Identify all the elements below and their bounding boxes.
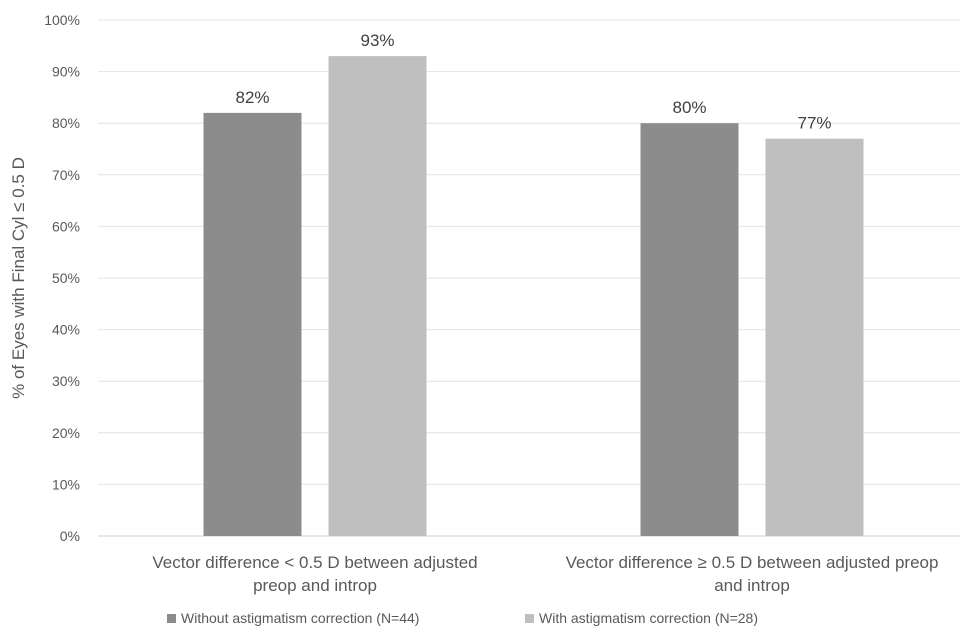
category-label-line: Vector difference < 0.5 D between adjust… [152,553,477,572]
category-label-2: Vector difference ≥ 0.5 D between adjust… [566,553,939,595]
legend-label-1: Without astigmatism correction (N=44) [181,610,419,626]
bar-series1-category2 [640,123,739,536]
bar-series2-category1 [328,56,427,537]
data-label-series1-category1: 82% [235,88,269,107]
category-label-line: Vector difference ≥ 0.5 D between adjust… [566,553,939,572]
legend-swatch-1 [167,614,176,623]
data-labels: 82% 80% 93% 77% [235,31,831,133]
bars [203,56,864,537]
y-tick-label: 40% [52,322,80,338]
y-tick-label: 20% [52,425,80,441]
y-tick-label: 10% [52,476,80,492]
x-axis-category-labels: Vector difference < 0.5 D between adjust… [152,553,938,595]
data-label-series2-category1: 93% [360,31,394,50]
legend-label-2: With astigmatism correction (N=28) [539,610,758,626]
y-tick-label: 50% [52,270,80,286]
y-tick-label: 30% [52,373,80,389]
category-label-line: preop and introp [253,576,377,595]
data-label-series1-category2: 80% [672,98,706,117]
y-tick-label: 80% [52,115,80,131]
legend-swatch-2 [525,614,534,623]
y-tick-label: 0% [60,528,80,544]
y-tick-label: 70% [52,167,80,183]
y-tick-label: 90% [52,64,80,80]
y-axis-tick-labels: 0% 10% 20% 30% 40% 50% 60% 70% 80% 90% 100% [44,12,80,544]
category-label-1: Vector difference < 0.5 D between adjust… [152,553,477,595]
legend: Without astigmatism correction (N=44) Wit… [167,610,758,626]
y-axis-title: % of Eyes with Final Cyl ≤ 0.5 D [9,157,28,399]
category-label-line: and introp [714,576,790,595]
y-tick-label: 100% [44,12,80,28]
data-label-series2-category2: 77% [797,114,831,133]
bar-series1-category1 [203,112,302,536]
y-tick-label: 60% [52,218,80,234]
bar-series2-category2 [765,138,864,536]
